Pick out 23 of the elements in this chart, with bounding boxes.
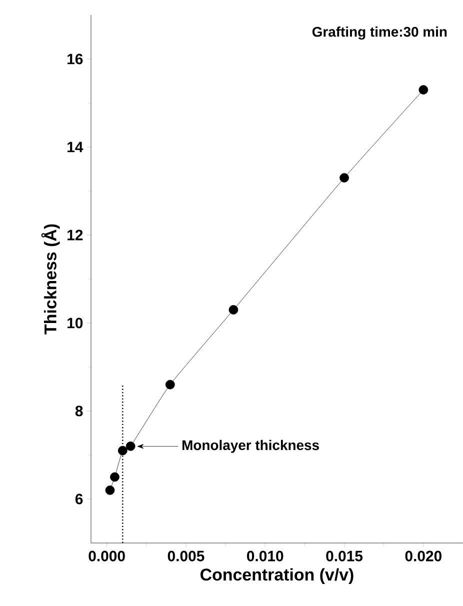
- y-tick-label: 8: [75, 406, 83, 416]
- point: [165, 380, 175, 390]
- annotation: Grafting time:30 min: [312, 26, 446, 40]
- point: [105, 486, 115, 495]
- point: [339, 173, 349, 182]
- x-tick-label: 0.015: [326, 550, 362, 562]
- y-tick-label: 14: [67, 142, 84, 152]
- x-tick-label: 0.010: [246, 550, 284, 562]
- y-axis-title: Thickness (Å): [41, 224, 60, 334]
- point: [118, 446, 128, 456]
- y-tick-label: 16: [67, 54, 83, 64]
- point: [228, 305, 238, 314]
- y-tick-label: 10: [67, 318, 83, 328]
- x-axis-title: Concentration (v/v): [200, 568, 354, 584]
- y-tick-label: 12: [67, 230, 83, 240]
- x-tick-label: 0.005: [168, 550, 204, 562]
- point: [110, 472, 120, 482]
- y-tick-label: 6: [75, 494, 83, 504]
- annotation: Monolayer thickness: [182, 440, 319, 453]
- point: [418, 85, 428, 94]
- x-tick-label: 0.020: [405, 550, 442, 562]
- point: [126, 442, 136, 451]
- x-tick-label: 0.000: [88, 550, 125, 562]
